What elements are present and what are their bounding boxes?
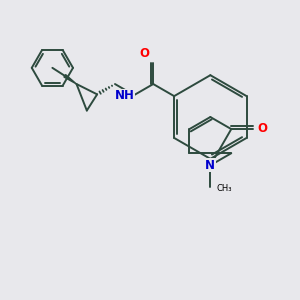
Text: O: O [140, 47, 150, 61]
Polygon shape [64, 75, 76, 84]
Text: O: O [257, 122, 267, 135]
Text: N: N [206, 159, 215, 172]
Text: CH₃: CH₃ [217, 184, 232, 194]
Text: NH: NH [115, 89, 135, 103]
